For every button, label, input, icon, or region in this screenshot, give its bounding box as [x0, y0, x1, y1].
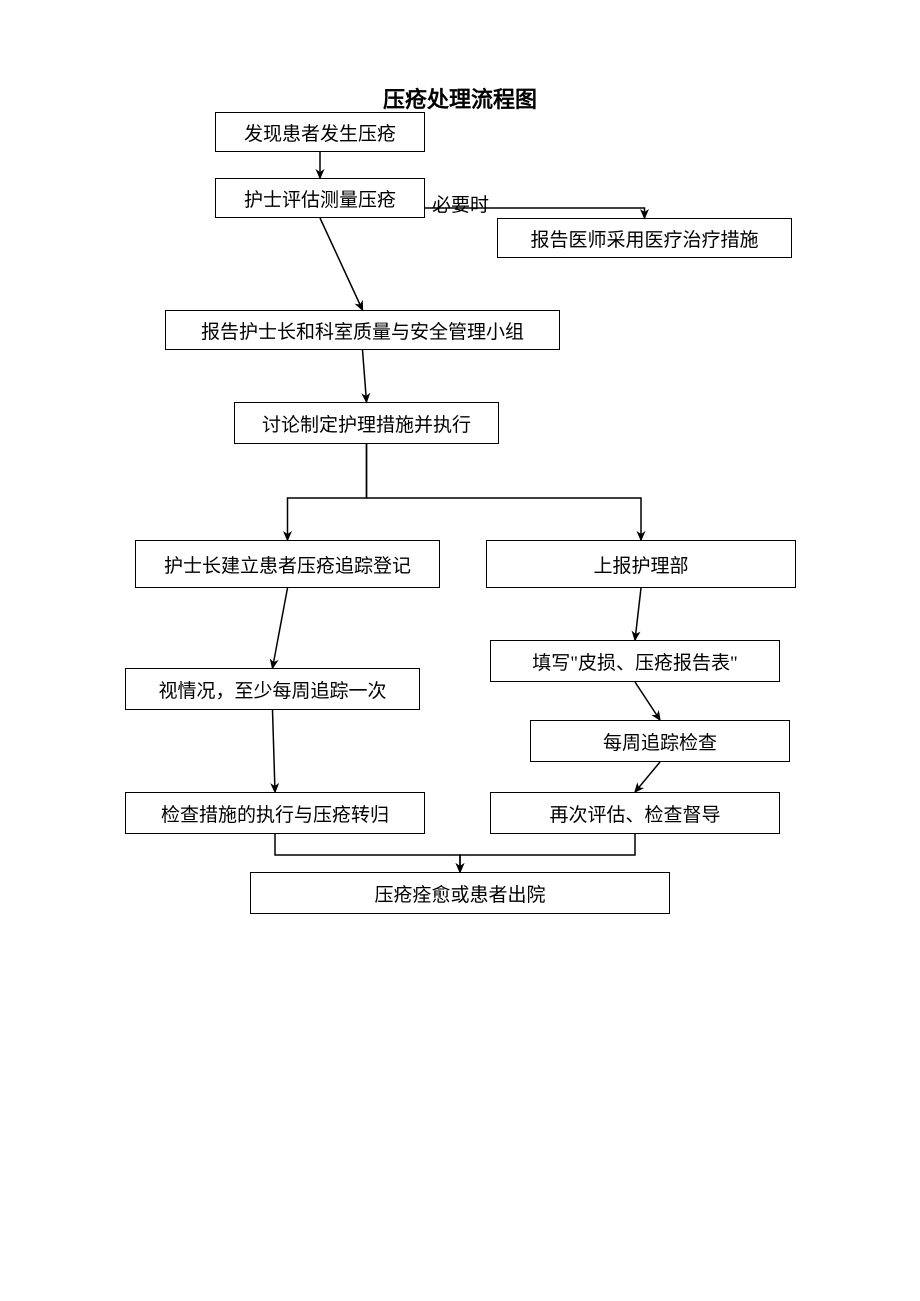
node-reassess: 再次评估、检查督导 [490, 792, 780, 834]
node-text: 压疮痊愈或患者出院 [374, 880, 545, 907]
node-report-dept: 上报护理部 [486, 540, 796, 588]
node-text: 发现患者发生压疮 [244, 119, 396, 146]
node-weekly-track: 视情况，至少每周追踪一次 [125, 668, 420, 710]
node-fill-report: 填写"皮损、压疮报告表" [490, 640, 780, 682]
node-text: 检查措施的执行与压疮转归 [161, 800, 389, 827]
flowchart-title: 压疮处理流程图 [310, 82, 610, 114]
node-check-exec: 检查措施的执行与压疮转归 [125, 792, 425, 834]
node-text: 报告护士长和科室质量与安全管理小组 [201, 317, 524, 344]
node-report-doctor: 报告医师采用医疗治疗措施 [497, 218, 792, 258]
node-discover: 发现患者发生压疮 [215, 112, 425, 152]
flowchart-canvas: 压疮处理流程图 发现患者发生压疮 护士评估测量压疮 报告医师采用医疗治疗措施 报… [0, 0, 920, 1301]
node-text: 视情况，至少每周追踪一次 [158, 676, 386, 703]
node-text: 护士长建立患者压疮追踪登记 [164, 551, 411, 578]
node-text: 上报护理部 [593, 551, 688, 578]
node-report-head: 报告护士长和科室质量与安全管理小组 [165, 310, 560, 350]
node-text: 讨论制定护理措施并执行 [262, 410, 471, 437]
node-text: 每周追踪检查 [603, 728, 717, 755]
node-weekly-check: 每周追踪检查 [530, 720, 790, 762]
node-text: 护士评估测量压疮 [244, 185, 396, 212]
edge-label-necessary: 必要时 [432, 190, 489, 217]
node-text: 再次评估、检查督导 [549, 800, 720, 827]
node-heal-discharge: 压疮痊愈或患者出院 [250, 872, 670, 914]
node-head-track: 护士长建立患者压疮追踪登记 [135, 540, 440, 588]
node-text: 报告医师采用医疗治疗措施 [530, 225, 758, 252]
node-text: 填写"皮损、压疮报告表" [532, 648, 738, 675]
node-discuss-plan: 讨论制定护理措施并执行 [234, 402, 499, 444]
node-nurse-assess: 护士评估测量压疮 [215, 178, 425, 218]
